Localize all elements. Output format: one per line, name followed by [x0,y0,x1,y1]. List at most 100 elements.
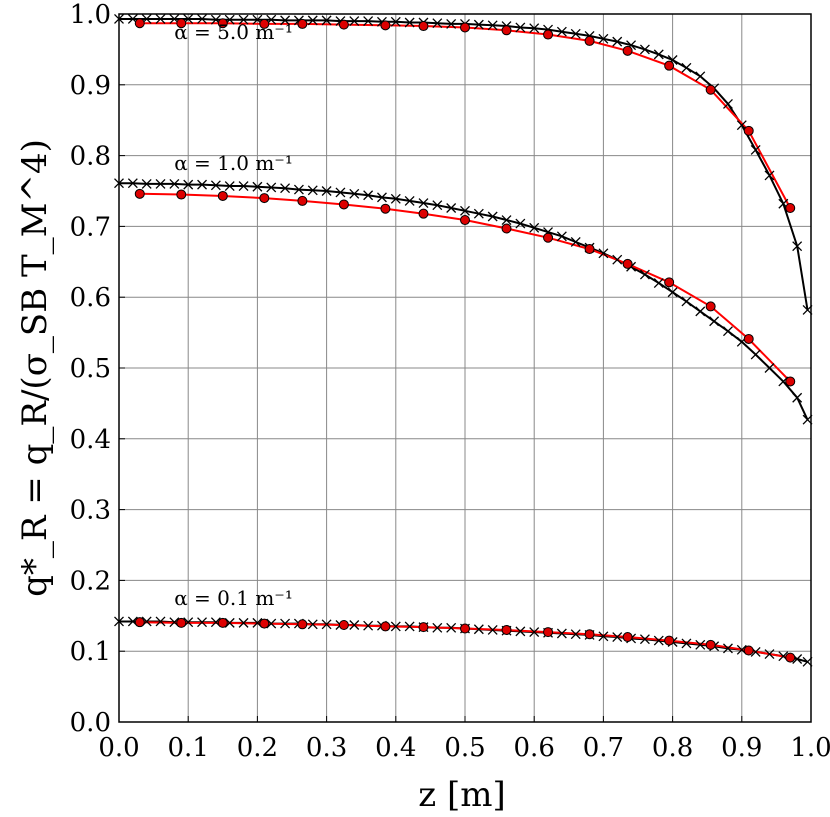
solution-x-marker [127,178,138,189]
solution-x-marker [349,16,360,27]
reference-point-marker [622,632,633,643]
solution-x-marker [473,208,484,219]
solution-x-marker [377,192,387,203]
reference-point-marker [664,60,675,71]
reference-point-marker [176,189,187,200]
plot-frame [118,13,812,723]
reference-point-marker [460,215,470,226]
reference-point-marker [418,208,429,219]
reference-point-marker [338,199,349,210]
reference-point-marker [134,188,145,199]
solution-x-marker [238,14,249,25]
solution-x-marker [639,44,650,55]
reference-point-marker [584,629,595,640]
reference-point-marker [543,232,554,243]
solution-x-marker [335,187,346,198]
x-tick-label: 0.5 [444,733,485,763]
reference-point-marker [297,18,308,29]
y-tick-label: 0.9 [70,71,111,101]
solution-x-marker [446,622,457,633]
solution-x-marker [183,179,194,190]
solution-x-marker [432,622,443,633]
solution-x-marker [695,306,706,317]
solution-x-marker [653,278,664,288]
reference-point-marker [259,18,270,29]
reference-point-marker [176,617,187,628]
solution-x-marker [487,625,498,635]
solution-x-marker [681,62,692,73]
solution-x-marker [681,638,692,649]
y-tick-label: 0.3 [70,496,111,526]
solution-x-marker [141,178,152,189]
y-tick-label: 0.4 [70,425,111,455]
reference-point-marker [380,20,391,31]
reference-point-marker [134,18,145,29]
x-tick-label: 0.7 [583,733,624,763]
solution-x-marker [252,181,263,192]
solution-x-marker [570,28,581,39]
plot-curves [119,18,809,663]
solution-x-marker [598,33,609,44]
y-tick-label: 0.0 [70,708,111,738]
solution-x-marker [639,634,650,645]
solution-x-marker [764,170,775,181]
solution-x-marker [529,222,540,233]
solution-x-marker [487,211,498,222]
solution-x-marker [515,626,526,637]
reference-point-marker [543,627,554,638]
reference-point-marker [664,277,675,288]
y-axis-label: q*_R = q_R/(σ_SB T_M^4) [15,139,55,597]
solution-x-marker [197,179,207,190]
solution-x-marker [155,616,166,627]
y-tick-label: 0.7 [70,212,111,242]
reference-point-marker [297,195,308,206]
solution-x-marker [501,215,512,225]
solution-x-marker [307,185,318,196]
solution-x-marker [390,16,401,27]
y-tick-label: 1.0 [70,0,111,30]
solution-x-marker [293,184,304,195]
solution-x-marker [695,71,706,82]
solution-x-marker [556,231,567,242]
reference-point-marker [217,18,228,29]
solution-x-marker [321,619,332,630]
solution-x-marker [390,193,401,204]
reference-point-marker [664,635,675,646]
reference-point-marker [380,203,391,214]
solution-x-marker [529,23,540,34]
solution-x-marker [307,619,318,630]
solution-x-marker [446,18,457,29]
reference-point-marker [501,624,512,635]
reference-point-marker [338,620,349,631]
solution-x-marker [363,620,374,631]
solution-x-marker [667,287,678,298]
alpha-annotation: α = 5.0 m⁻¹ [174,20,293,44]
reference-point-marker [584,35,595,46]
reference-point-marker [584,244,595,255]
solution-x-marker [210,180,221,191]
reference-point-marker [217,190,228,201]
solution-x-marker [653,635,664,646]
x-tick-label: 0.0 [98,733,139,763]
solution-x-marker [556,628,567,639]
solution-x-marker [750,144,761,155]
reference-point-marker [785,202,796,213]
solution-x-marker [598,248,609,259]
solution-x-marker [612,632,623,642]
reference-point-marker [460,22,470,33]
solution-x-marker [695,639,706,650]
solution-x-marker [473,624,484,635]
solution-x-marker [570,629,581,640]
solution-x-marker [460,205,470,216]
solution-x-marker [487,20,498,31]
x-tick-label: 0.8 [652,733,693,763]
solution-x-marker [612,36,623,47]
solution-x-marker [321,15,332,26]
solution-x-marker [792,241,803,252]
x-tick-label: 0.4 [375,733,416,763]
solution-x-marker [224,181,235,192]
solution-x-marker [197,617,207,628]
y-tick-label: 0.5 [70,354,111,384]
x-tick-label: 0.9 [721,733,762,763]
